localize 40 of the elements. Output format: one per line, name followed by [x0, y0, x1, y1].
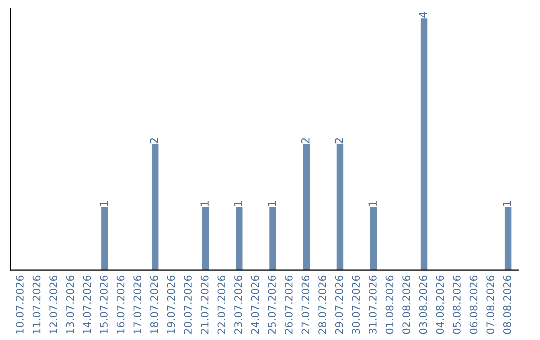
x-tick-label: 26.07.2026: [284, 276, 293, 334]
x-tick-label: 17.07.2026: [134, 276, 142, 334]
data-label: 4: [419, 12, 428, 18]
x-tick-label: 25.07.2026: [268, 276, 276, 334]
x-tick-label: 11.07.2026: [32, 276, 41, 334]
x-tick-label: 06.08.2026: [470, 276, 478, 334]
x-tick-label: 28.07.2026: [318, 276, 326, 334]
x-tick-label: 16.07.2026: [116, 276, 125, 334]
x-tick-label: 30.07.2026: [352, 276, 360, 334]
data-label: 1: [503, 201, 512, 206]
x-tick-label: 27.07.2026: [302, 276, 310, 334]
x-tick-label: 22.07.2026: [218, 276, 226, 334]
data-label: 2: [301, 138, 310, 144]
x-tick-label: 07.08.2026: [486, 276, 495, 334]
data-label: 1: [100, 201, 108, 206]
x-tick-label: 05.08.2026: [453, 276, 461, 334]
x-tick-label: 13.07.2026: [66, 276, 74, 334]
x-tick-label: 10.07.2026: [16, 276, 24, 334]
x-tick-label: 12.07.2026: [50, 276, 58, 334]
data-label: 1: [234, 201, 242, 206]
x-tick-label: 04.08.2026: [436, 276, 444, 334]
x-tick-label: 01.08.2026: [386, 276, 394, 334]
x-tick-label: 14.07.2026: [83, 276, 92, 334]
x-tick-label: 15.07.2026: [100, 276, 108, 334]
x-tick-label: 03.08.2026: [419, 276, 428, 334]
x-tick-label: 29.07.2026: [335, 276, 344, 334]
x-tick-label: 31.07.2026: [368, 276, 377, 334]
x-tick-label: 24.07.2026: [251, 276, 260, 334]
data-label: 1: [268, 201, 276, 206]
data-label: 1: [200, 201, 209, 206]
x-tick-label: 08.08.2026: [503, 276, 512, 334]
x-tick-label: 23.07.2026: [234, 276, 242, 334]
x-tick-label: 20.07.2026: [184, 276, 192, 334]
x-tick-label: 18.07.2026: [150, 276, 158, 334]
x-tick-label: 02.08.2026: [402, 276, 410, 334]
data-label: 1: [368, 201, 377, 206]
data-label: 2: [150, 138, 158, 144]
x-tick-label: 19.07.2026: [167, 276, 176, 334]
x-tick-label: 21.07.2026: [200, 276, 209, 334]
data-label: 2: [335, 138, 344, 144]
